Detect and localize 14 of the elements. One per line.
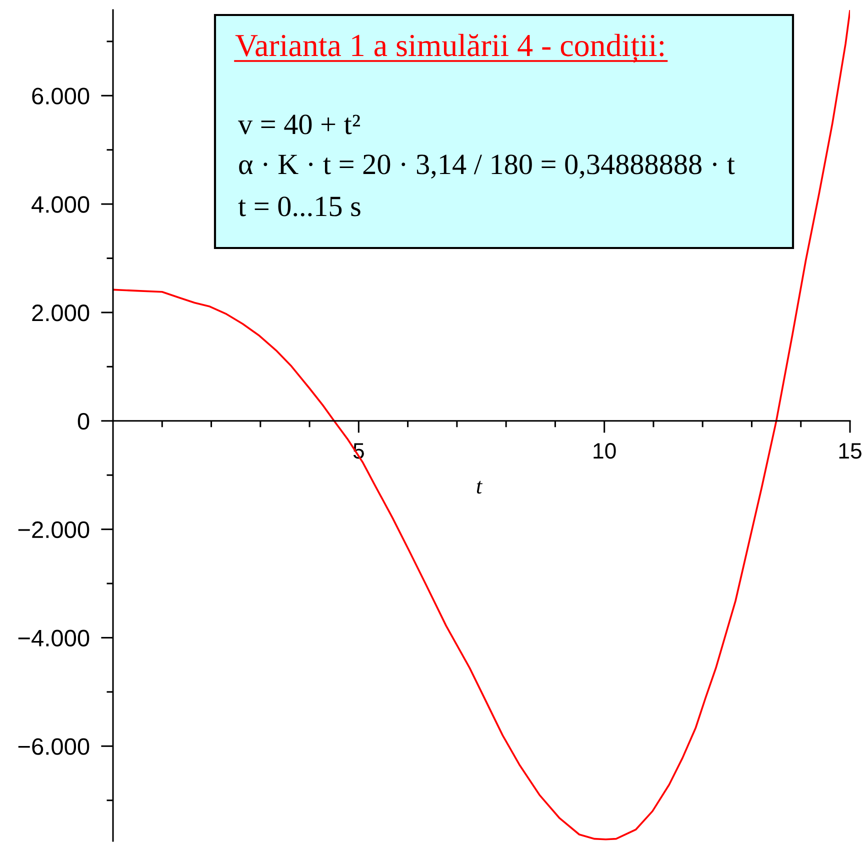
annotation: t = 0...15 s xyxy=(238,196,360,216)
x-tick-label: 15 xyxy=(839,443,862,459)
y-tick-label: 4.000 xyxy=(32,196,90,213)
annotation: α · K · t = 20 · 3,14 / 180 = 0,34888888 · t xyxy=(239,154,735,178)
y-tick-label: −6.000 xyxy=(18,738,90,755)
y-tick-label: 2.000 xyxy=(32,304,90,322)
y-tick-label: −2.000 xyxy=(18,521,90,538)
x-axis-title: t xyxy=(476,480,483,494)
y-tick-label: 0 xyxy=(78,412,90,430)
annotation: v = 40 + t² xyxy=(238,114,360,134)
y-tick-label: 6.000 xyxy=(32,88,90,104)
y-tick-label: −4.000 xyxy=(18,630,90,647)
annotation: Varianta 1 a simulării 4 - condiții: xyxy=(235,34,664,63)
x-tick-label: 10 xyxy=(594,443,616,459)
